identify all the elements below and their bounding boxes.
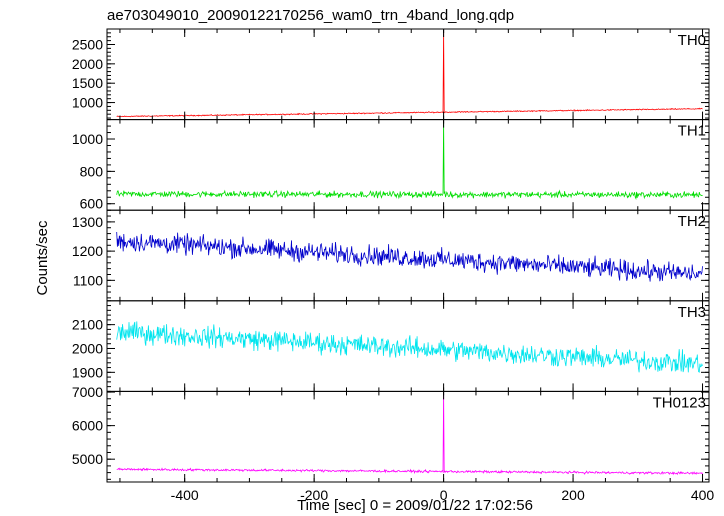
panel-th2: 1100 1200 1300 TH2 <box>72 209 710 302</box>
y-tick-label: 1300 <box>72 214 103 230</box>
y-tick-label: 600 <box>80 196 104 212</box>
panel-th1: 600 800 1000 TH1 <box>72 119 710 212</box>
panel-frame <box>106 390 710 483</box>
y-tick-label: 1900 <box>72 364 103 380</box>
trace-th3 <box>116 321 703 373</box>
panel-frame <box>106 28 710 121</box>
x-tick-label: -200 <box>300 487 328 503</box>
panel-label: TH3 <box>678 304 706 321</box>
y-tick-label: 1000 <box>72 131 103 147</box>
y-tick-label: 1000 <box>72 95 103 111</box>
x-tick-label: 400 <box>691 487 715 503</box>
y-tick-label: 800 <box>80 163 104 179</box>
panel-th0123: 5000 6000 7000 TH0123 <box>72 384 710 483</box>
panel-th0: 1000 1500 2000 2500 TH0 <box>72 28 710 121</box>
y-tick-label: 1200 <box>72 243 103 259</box>
y-axis-label: Counts/sec <box>34 220 51 296</box>
y-tick-label: 2500 <box>72 36 103 52</box>
y-tick-label: 2000 <box>72 56 103 72</box>
panel-frame <box>106 300 710 392</box>
trace-th0 <box>116 29 703 118</box>
chart-title: ae703049010_20090122170256_wam0_trn_4ban… <box>107 7 514 24</box>
y-tick-label: 6000 <box>72 418 103 434</box>
y-tick-label: 7000 <box>72 384 103 400</box>
trace-th0123 <box>116 391 703 476</box>
y-tick-label: 2100 <box>72 317 103 333</box>
y-tick-label: 2000 <box>72 340 103 356</box>
panel-label: TH1 <box>678 123 706 140</box>
panel-frame <box>106 119 710 211</box>
y-tick-label: 1100 <box>73 272 103 288</box>
trace-th2 <box>116 231 703 282</box>
trace-th1 <box>116 119 703 201</box>
y-tick-label: 1500 <box>72 75 103 91</box>
panel-label: TH0 <box>678 32 706 49</box>
panel-label: TH2 <box>678 213 706 230</box>
x-axis-label: Time [sec] 0 = 2009/01/22 17:02:56 <box>297 497 533 514</box>
x-tick-label: 200 <box>561 487 585 503</box>
x-tick-label: -400 <box>171 487 199 503</box>
panel-th3: 1900 2000 2100 TH3 <box>72 300 710 392</box>
y-tick-label: 5000 <box>72 451 103 467</box>
x-tick-label: 0 <box>440 487 448 503</box>
panel-label: TH0123 <box>653 394 706 411</box>
panel-frame <box>106 209 710 302</box>
